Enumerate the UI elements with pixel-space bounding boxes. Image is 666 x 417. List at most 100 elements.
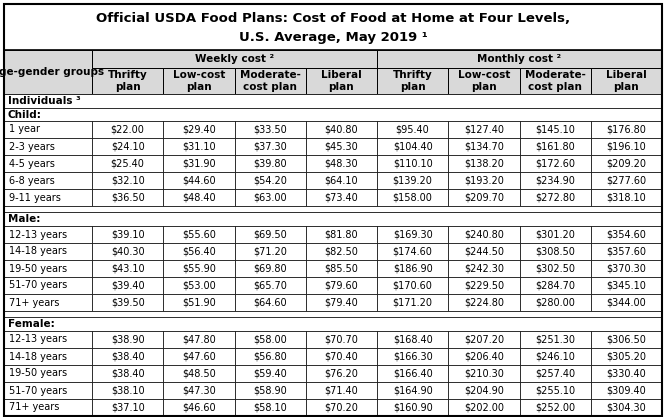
- Bar: [519, 172, 591, 189]
- Text: $252.00: $252.00: [535, 402, 575, 412]
- Text: 6-8 years: 6-8 years: [9, 176, 55, 186]
- Text: $47.60: $47.60: [182, 352, 216, 362]
- Text: 1 year: 1 year: [9, 125, 40, 135]
- Bar: [306, 68, 377, 94]
- Text: $345.10: $345.10: [607, 281, 646, 291]
- Bar: [448, 365, 519, 382]
- Bar: [234, 172, 306, 189]
- Text: $71.20: $71.20: [253, 246, 287, 256]
- Bar: [306, 138, 377, 155]
- Bar: [234, 155, 306, 172]
- Text: $37.10: $37.10: [111, 402, 145, 412]
- Bar: [92, 68, 163, 94]
- Text: $246.10: $246.10: [535, 352, 575, 362]
- Text: 51-70 years: 51-70 years: [9, 281, 67, 291]
- Text: $39.40: $39.40: [111, 281, 145, 291]
- Bar: [4, 172, 92, 189]
- Bar: [448, 382, 519, 399]
- Text: $37.30: $37.30: [253, 141, 287, 151]
- Bar: [377, 277, 448, 294]
- Bar: [591, 189, 662, 206]
- Bar: [92, 226, 163, 243]
- Text: $169.30: $169.30: [393, 229, 432, 239]
- Bar: [519, 189, 591, 206]
- Bar: [234, 68, 306, 94]
- Bar: [4, 226, 92, 243]
- Bar: [591, 382, 662, 399]
- Text: $224.80: $224.80: [464, 297, 504, 307]
- Bar: [519, 243, 591, 260]
- Bar: [306, 331, 377, 348]
- Text: 19-50 years: 19-50 years: [9, 264, 67, 274]
- Text: Low-cost
plan: Low-cost plan: [458, 70, 510, 92]
- Text: $95.40: $95.40: [396, 125, 430, 135]
- Bar: [519, 294, 591, 311]
- Bar: [234, 189, 306, 206]
- Bar: [92, 121, 163, 138]
- Bar: [163, 294, 234, 311]
- Bar: [377, 294, 448, 311]
- Bar: [234, 382, 306, 399]
- Bar: [306, 365, 377, 382]
- Text: $69.50: $69.50: [253, 229, 287, 239]
- Text: $145.10: $145.10: [535, 125, 575, 135]
- Text: $71.40: $71.40: [324, 385, 358, 395]
- Text: Weekly cost ²: Weekly cost ²: [195, 54, 274, 64]
- Text: $305.20: $305.20: [606, 352, 647, 362]
- Text: $38.10: $38.10: [111, 385, 145, 395]
- Text: $55.60: $55.60: [182, 229, 216, 239]
- Bar: [591, 138, 662, 155]
- Bar: [519, 331, 591, 348]
- Bar: [92, 138, 163, 155]
- Bar: [591, 399, 662, 416]
- Text: $158.00: $158.00: [393, 193, 432, 203]
- Text: $43.10: $43.10: [111, 264, 145, 274]
- Text: $70.20: $70.20: [324, 402, 358, 412]
- Bar: [92, 399, 163, 416]
- Text: Low-cost
plan: Low-cost plan: [172, 70, 225, 92]
- Text: $196.10: $196.10: [607, 141, 646, 151]
- Text: $161.80: $161.80: [535, 141, 575, 151]
- Bar: [163, 243, 234, 260]
- Text: $46.60: $46.60: [182, 402, 216, 412]
- Bar: [306, 294, 377, 311]
- Bar: [377, 68, 448, 94]
- Text: $127.40: $127.40: [464, 125, 504, 135]
- Bar: [163, 260, 234, 277]
- Bar: [4, 155, 92, 172]
- Bar: [377, 189, 448, 206]
- Text: 71+ years: 71+ years: [9, 297, 59, 307]
- Text: $138.20: $138.20: [464, 158, 503, 168]
- Bar: [591, 68, 662, 94]
- Bar: [519, 155, 591, 172]
- Text: $31.10: $31.10: [182, 141, 216, 151]
- Text: $56.80: $56.80: [253, 352, 287, 362]
- Text: $209.70: $209.70: [464, 193, 504, 203]
- Bar: [92, 294, 163, 311]
- Bar: [377, 382, 448, 399]
- Bar: [92, 277, 163, 294]
- Text: $104.40: $104.40: [393, 141, 432, 151]
- Text: $70.70: $70.70: [324, 334, 358, 344]
- Text: 4-5 years: 4-5 years: [9, 158, 55, 168]
- Bar: [519, 348, 591, 365]
- Text: $55.90: $55.90: [182, 264, 216, 274]
- Bar: [92, 189, 163, 206]
- Text: $330.40: $330.40: [607, 369, 646, 379]
- Bar: [163, 172, 234, 189]
- Bar: [377, 365, 448, 382]
- Text: $58.00: $58.00: [253, 334, 287, 344]
- Bar: [234, 348, 306, 365]
- Text: 19-50 years: 19-50 years: [9, 369, 67, 379]
- Text: $301.20: $301.20: [535, 229, 575, 239]
- Text: Official USDA Food Plans: Cost of Food at Home at Four Levels,: Official USDA Food Plans: Cost of Food a…: [96, 12, 570, 25]
- Text: $284.70: $284.70: [535, 281, 575, 291]
- Bar: [4, 212, 662, 226]
- Text: 12-13 years: 12-13 years: [9, 229, 67, 239]
- Bar: [234, 243, 306, 260]
- Text: $272.80: $272.80: [535, 193, 575, 203]
- Bar: [306, 172, 377, 189]
- Text: Individuals ³: Individuals ³: [8, 96, 81, 106]
- Text: $82.50: $82.50: [324, 246, 358, 256]
- Text: $251.30: $251.30: [535, 334, 575, 344]
